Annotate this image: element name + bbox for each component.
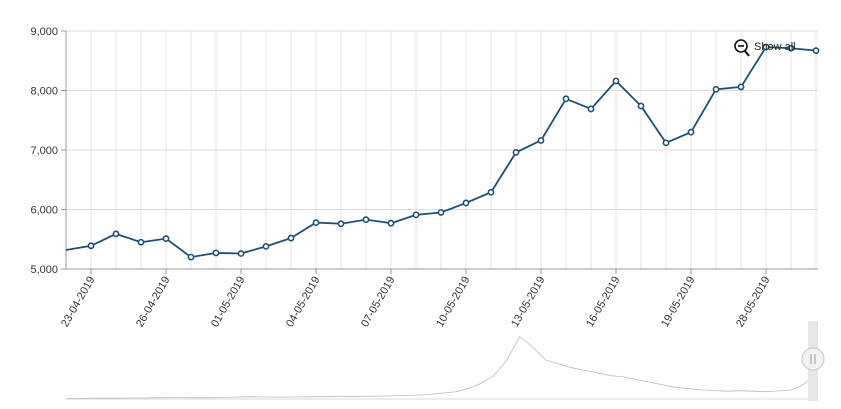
navigator-line — [66, 335, 819, 399]
data-point — [537, 137, 545, 144]
x-tick-label: 04-05-2019 — [284, 275, 323, 330]
y-tick-label: 6,000 — [30, 205, 58, 217]
data-point — [287, 234, 295, 242]
x-tick-label: 07-05-2019 — [359, 275, 398, 330]
grid — [65, 30, 818, 270]
data-point — [162, 235, 170, 243]
x-tick-label: 19-05-2019 — [659, 275, 698, 330]
data-point — [787, 44, 795, 52]
y-tick-label: 5,000 — [30, 264, 58, 276]
x-tick-label: 16-05-2019 — [584, 275, 623, 330]
y-tick-label: 7,000 — [30, 145, 58, 157]
y-tick-label: 9,000 — [30, 26, 58, 38]
data-point — [762, 43, 770, 51]
data-point — [612, 77, 620, 85]
x-axis-ticks: 23-04-2019 26-04-2019 01-05-2019 04-05-2019… — [59, 269, 773, 329]
data-point — [637, 102, 645, 110]
data-point — [712, 85, 720, 93]
data-point — [387, 219, 395, 227]
data-point — [512, 148, 520, 156]
data-point — [587, 105, 595, 113]
data-point — [187, 253, 195, 261]
navigator[interactable] — [66, 321, 825, 401]
x-tick-label: 26-04-2019 — [134, 275, 173, 330]
data-point — [262, 242, 270, 250]
data-point — [112, 230, 120, 238]
y-tick-label: 8,000 — [30, 86, 58, 98]
data-point — [562, 95, 570, 103]
x-tick-label: 13-05-2019 — [509, 275, 548, 330]
data-point — [237, 250, 245, 257]
data-points — [87, 43, 820, 261]
data-point — [412, 211, 420, 219]
data-point — [687, 128, 695, 136]
y-axis-ticks: 5,000 6,000 7,000 8,000 9,000 — [30, 26, 66, 276]
data-point — [337, 220, 345, 228]
data-point — [437, 209, 445, 216]
data-point — [487, 188, 495, 196]
x-tick-label: 23-04-2019 — [59, 275, 98, 330]
zoom-out-icon-handle — [744, 50, 750, 57]
data-point — [812, 47, 820, 55]
show-all-label: Show all — [754, 41, 796, 53]
data-point — [362, 216, 370, 224]
show-all-button[interactable]: Show all — [734, 39, 796, 57]
data-point — [737, 83, 745, 91]
data-point — [137, 238, 145, 246]
data-point — [212, 249, 220, 257]
data-point — [662, 139, 670, 147]
x-tick-label: 28-05-2019 — [734, 275, 773, 330]
data-point — [462, 199, 470, 207]
x-tick-label: 10-05-2019 — [434, 275, 473, 330]
data-point — [312, 219, 320, 226]
x-tick-label: 01-05-2019 — [209, 275, 248, 330]
data-point — [87, 242, 95, 250]
navigator-handle[interactable] — [801, 347, 825, 371]
